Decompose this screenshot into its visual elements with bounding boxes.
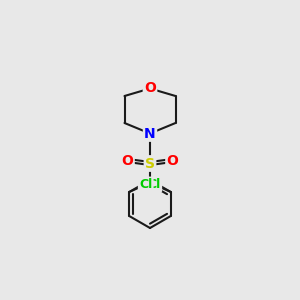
Text: O: O [167,154,178,167]
Text: O: O [122,154,134,167]
Text: Cl: Cl [139,178,152,191]
Text: S: S [145,157,155,170]
Text: Cl: Cl [148,178,161,191]
Text: N: N [144,127,156,140]
Text: O: O [144,82,156,95]
